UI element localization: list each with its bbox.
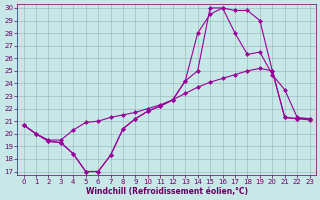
X-axis label: Windchill (Refroidissement éolien,°C): Windchill (Refroidissement éolien,°C) (85, 187, 248, 196)
